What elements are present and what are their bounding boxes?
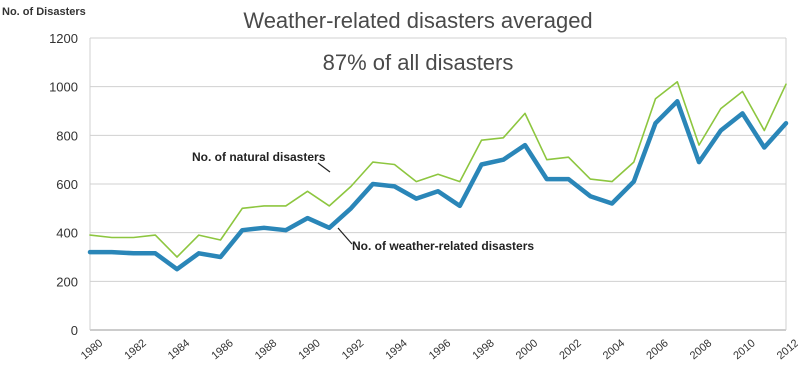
x-tick-label: 2000 [514, 337, 540, 362]
annotation-leader-natural [317, 162, 331, 173]
y-tick-label: 600 [56, 177, 78, 192]
y-ticks: 0 200 400 600 800 1000 1200 [49, 31, 78, 338]
y-tick-label: 0 [71, 323, 78, 338]
x-tick-label: 1982 [122, 337, 148, 362]
x-tick-label: 2012 [775, 337, 798, 362]
series-line-weather-disasters [87, 99, 789, 272]
y-tick-label: 400 [56, 226, 78, 241]
y-axis-label: No. of Disasters [2, 6, 86, 18]
x-tick-label: 2004 [601, 337, 627, 362]
x-tick-label: 1988 [253, 337, 279, 362]
x-tick-label: 2002 [557, 337, 583, 362]
x-ticks: 1980 1982 1984 1986 1988 1990 1992 1994 1996 1998… [79, 337, 798, 362]
x-tick-label: 1984 [166, 337, 192, 362]
y-tick-label: 200 [56, 274, 78, 289]
grid [89, 37, 787, 331]
series-lines [87, 81, 789, 272]
series-line-natural-disasters [89, 81, 787, 258]
x-tick-label: 1986 [209, 337, 235, 362]
annotation-natural-disasters: No. of natural disasters [192, 150, 326, 164]
x-tick-label: 1992 [340, 337, 366, 362]
x-tick-label: 1996 [427, 337, 453, 362]
y-tick-label: 1000 [49, 80, 78, 95]
x-tick-label: 1990 [296, 337, 322, 362]
y-tick-label: 800 [56, 128, 78, 143]
x-tick-label: 1980 [79, 337, 105, 362]
y-tick-label: 1200 [49, 31, 78, 46]
annotation-leader-weather [337, 227, 353, 245]
x-tick-label: 1998 [470, 337, 496, 362]
x-tick-label: 2010 [731, 337, 757, 362]
x-tick-label: 2006 [644, 337, 670, 362]
x-tick-label: 2008 [688, 337, 714, 362]
chart-title-line-2: 87% of all disasters [323, 50, 514, 75]
chart-title-line-1: Weather-related disasters averaged [243, 8, 592, 33]
x-tick-label: 1994 [383, 337, 409, 362]
annotation-weather-disasters: No. of weather-related disasters [352, 239, 534, 253]
annotations: No. of natural disasters No. of weather-… [192, 150, 534, 253]
